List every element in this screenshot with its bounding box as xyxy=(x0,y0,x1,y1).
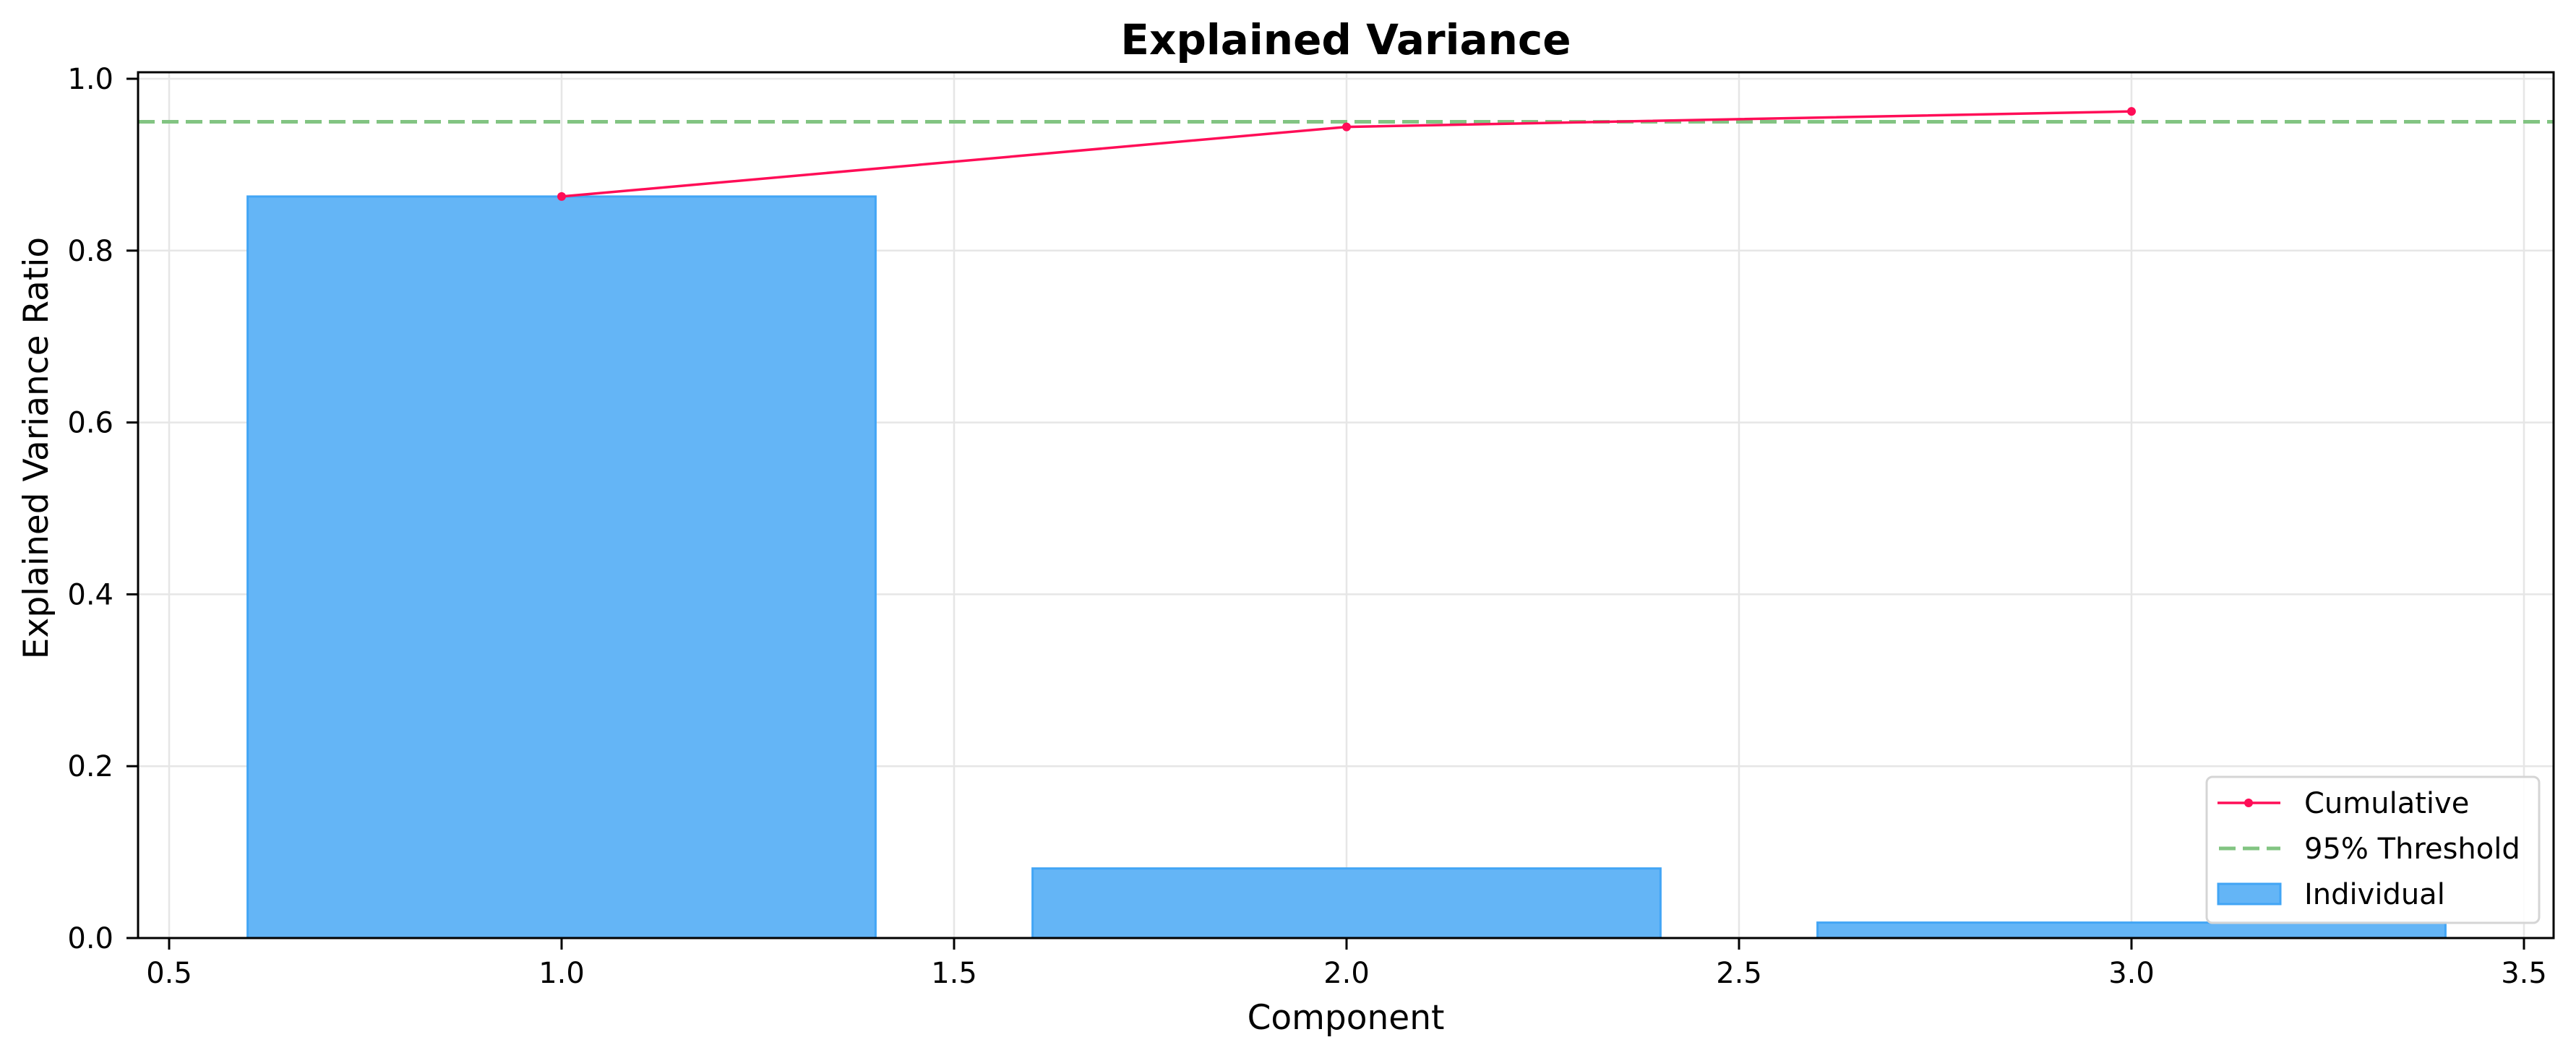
x-tick-label: 0.5 xyxy=(146,957,192,990)
legend-item-cumulative: Cumulative xyxy=(2217,787,2469,820)
bar-component-2 xyxy=(1031,867,1662,939)
y-axis-label: Explained Variance Ratio xyxy=(17,237,56,659)
bar-component-1 xyxy=(246,195,877,939)
y-tick-label: 0.4 xyxy=(67,578,113,611)
y-tick-label: 0.8 xyxy=(67,235,113,268)
legend-label-threshold: 95% Threshold xyxy=(2304,833,2520,866)
x-axis-ticks: 0.5 1.0 1.5 2.0 2.5 3.0 3.5 xyxy=(146,938,2547,990)
y-tick-label: 1.0 xyxy=(67,63,113,96)
cumulative-point-marker xyxy=(1342,122,1351,132)
x-tick-label: 2.5 xyxy=(1716,957,1762,990)
legend-item-threshold: 95% Threshold xyxy=(2219,833,2520,866)
bar-component-3 xyxy=(1816,921,2447,939)
legend-label-individual: Individual xyxy=(2304,878,2445,911)
cumulative-point-marker xyxy=(2127,107,2136,116)
legend-frame xyxy=(2205,775,2541,924)
legend-patch-icon xyxy=(2217,882,2282,906)
x-tick-label: 1.0 xyxy=(538,957,585,990)
line-series-cumulative xyxy=(557,107,2136,201)
x-tick-label: 1.5 xyxy=(931,957,977,990)
x-tick-label: 3.0 xyxy=(2108,957,2155,990)
legend-label-cumulative: Cumulative xyxy=(2304,787,2469,820)
legend-item-individual: Individual xyxy=(2217,878,2445,911)
x-tick-label: 2.0 xyxy=(1323,957,1370,990)
y-tick-label: 0.0 xyxy=(67,922,113,955)
cumulative-point-marker xyxy=(557,192,566,201)
x-axis-label: Component xyxy=(1248,998,1445,1038)
legend: Cumulative 95% Threshold Individual xyxy=(2205,775,2541,924)
y-tick-label: 0.6 xyxy=(67,407,113,440)
plot-area: 0.5 1.0 1.5 2.0 2.5 3.0 3.5 0.0 0.2 0.4 0.6 0.8 1.0 xyxy=(67,63,2555,990)
chart-title: Explained Variance xyxy=(1120,15,1571,64)
legend-marker-icon xyxy=(2244,799,2253,807)
y-axis-ticks: 0.0 0.2 0.4 0.6 0.8 1.0 xyxy=(67,63,138,955)
x-tick-label: 3.5 xyxy=(2501,957,2547,990)
y-tick-label: 0.2 xyxy=(67,750,113,783)
